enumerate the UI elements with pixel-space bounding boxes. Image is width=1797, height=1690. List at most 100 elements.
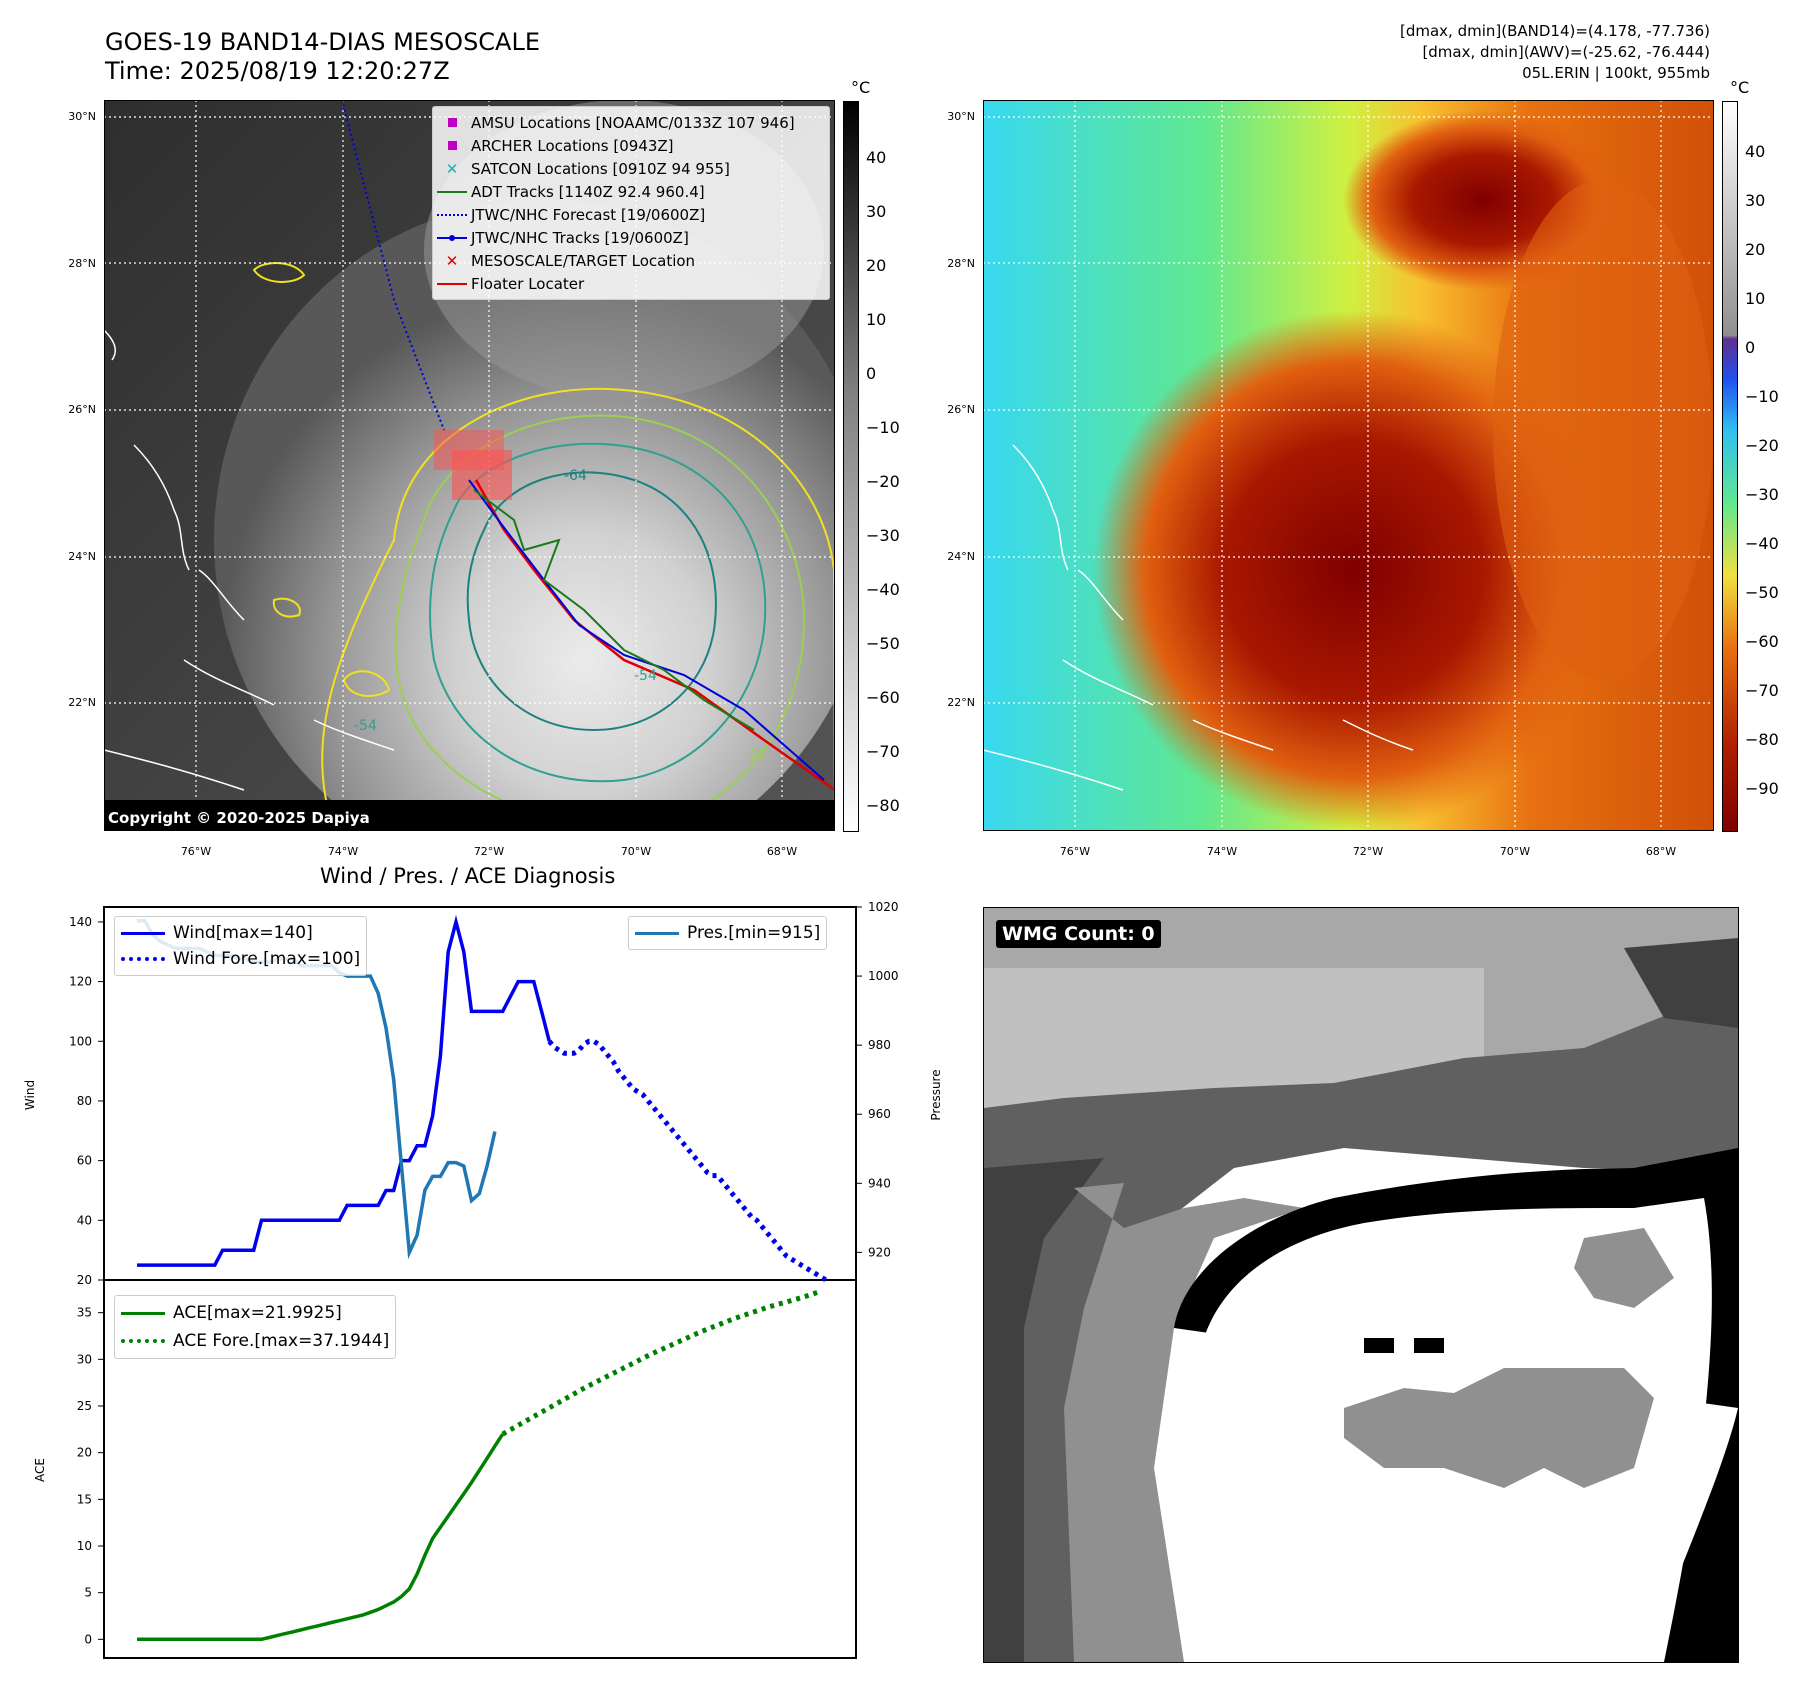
line-marker-icon bbox=[437, 190, 467, 193]
awv-map-panel[interactable] bbox=[982, 100, 1714, 831]
legend-label: ADT Tracks [1140Z 92.4 960.4] bbox=[471, 182, 705, 201]
lon-label: 76°W bbox=[1059, 845, 1091, 858]
lat-label: 26°N bbox=[947, 403, 975, 416]
ace-forecast-series-line bbox=[501, 1289, 819, 1437]
wind-axis-label: Wind bbox=[23, 1080, 37, 1110]
legend-amsu: AMSU Locations [NOAAMC/0133Z 107 946] bbox=[433, 111, 829, 134]
legend-label: Wind[max=140] bbox=[173, 923, 313, 943]
lat-label: 30°N bbox=[68, 110, 96, 123]
cb-tick: −50 bbox=[866, 634, 900, 653]
wind-tick-label: 100 bbox=[69, 1034, 92, 1048]
wmg-panel[interactable] bbox=[983, 907, 1739, 1663]
legend-forecast: JTWC/NHC Forecast [19/0600Z] bbox=[433, 203, 829, 226]
ace-series-line bbox=[137, 1433, 505, 1642]
square-marker-icon bbox=[447, 118, 457, 127]
cb-tick: 10 bbox=[1745, 289, 1766, 308]
ace-axes-frame bbox=[103, 1279, 857, 1659]
wind-tick-label: 20 bbox=[77, 1273, 92, 1287]
lat-label: 22°N bbox=[947, 696, 975, 709]
legend-label: ARCHER Locations [0943Z] bbox=[471, 136, 674, 155]
legend-floater: Floater Locater bbox=[433, 272, 829, 295]
lat-label: 26°N bbox=[68, 403, 96, 416]
wmg-count-badge: WMG Count: 0 bbox=[996, 920, 1161, 948]
cb-tick: −80 bbox=[1745, 730, 1779, 749]
copyright-label: Copyright © 2020-2025 Dapiya bbox=[104, 808, 374, 828]
lon-label: 72°W bbox=[1352, 845, 1384, 858]
svg-text:-64: -64 bbox=[564, 468, 587, 484]
pressure-tick-label: 960 bbox=[868, 1107, 891, 1121]
awv-map-image bbox=[982, 100, 1714, 831]
cb-tick: −20 bbox=[1745, 436, 1779, 455]
cb-tick: −70 bbox=[866, 742, 900, 761]
legend-ace: ACE[max=21.9925] bbox=[121, 1299, 389, 1327]
line-marker-icon bbox=[121, 931, 165, 935]
map-title: GOES-19 BAND14-DIAS MESOSCALE bbox=[105, 28, 541, 56]
svg-text:-31: -31 bbox=[744, 748, 767, 764]
svg-text:-54: -54 bbox=[354, 718, 377, 734]
pressure-axis-label: Pressure bbox=[929, 1069, 943, 1120]
band14-range: [dmax, dmin](BAND14)=(4.178, -77.736) bbox=[1399, 22, 1710, 40]
wind-tick-label: 40 bbox=[77, 1213, 92, 1227]
cb-tick: −80 bbox=[866, 796, 900, 815]
legend-label: ACE[max=21.9925] bbox=[173, 1303, 342, 1323]
diagnosis-title: Wind / Pres. / ACE Diagnosis bbox=[320, 864, 616, 888]
lon-label: 72°W bbox=[473, 845, 505, 858]
legend-archer: ARCHER Locations [0943Z] bbox=[433, 134, 829, 157]
line-marker-icon bbox=[635, 931, 679, 935]
line-marker-icon bbox=[437, 282, 467, 285]
lon-label: 74°W bbox=[1206, 845, 1238, 858]
ace-tick-label: 35 bbox=[77, 1306, 92, 1320]
lon-label: 68°W bbox=[766, 845, 798, 858]
legend-label: ACE Fore.[max=37.1944] bbox=[173, 1331, 390, 1351]
legend-adt: ADT Tracks [1140Z 92.4 960.4] bbox=[433, 180, 829, 203]
cb-tick: 0 bbox=[1745, 338, 1756, 357]
wind-tick-label: 120 bbox=[69, 975, 92, 989]
colorbar-unit: °C bbox=[1730, 78, 1750, 97]
cb-tick: −40 bbox=[866, 580, 900, 599]
awv-range: [dmax, dmin](AWV)=(-25.62, -76.444) bbox=[1422, 43, 1710, 61]
lon-label: 76°W bbox=[180, 845, 212, 858]
ace-tick-label: 30 bbox=[77, 1352, 92, 1366]
lat-label: 28°N bbox=[947, 257, 975, 270]
lat-label: 22°N bbox=[68, 696, 96, 709]
cb-tick: 30 bbox=[866, 202, 887, 221]
pressure-tick-label: 920 bbox=[868, 1245, 891, 1259]
ace-tick-label: 15 bbox=[77, 1492, 92, 1506]
wind-tick-label: 80 bbox=[77, 1094, 92, 1108]
lon-label: 70°W bbox=[620, 845, 652, 858]
legend-label: JTWC/NHC Tracks [19/0600Z] bbox=[471, 228, 689, 247]
dotted-line-icon bbox=[437, 213, 467, 216]
cb-tick: −60 bbox=[866, 688, 900, 707]
lon-label: 70°W bbox=[1499, 845, 1531, 858]
cb-tick: −10 bbox=[866, 418, 900, 437]
cb-tick: 30 bbox=[1745, 191, 1766, 210]
pressure-tick-label: 1000 bbox=[868, 969, 899, 983]
map-legend: AMSU Locations [NOAAMC/0133Z 107 946] AR… bbox=[432, 106, 830, 300]
ace-legend: ACE[max=21.9925] ACE Fore.[max=37.1944] bbox=[114, 1295, 397, 1359]
pressure-legend: Pres.[min=915] bbox=[628, 916, 828, 950]
pressure-tick-label: 980 bbox=[868, 1038, 891, 1052]
colorbar-left bbox=[843, 101, 859, 832]
cb-tick: 40 bbox=[1745, 142, 1766, 161]
cb-tick: 0 bbox=[866, 364, 877, 383]
wind-tick-label: 140 bbox=[69, 915, 92, 929]
lat-label: 30°N bbox=[947, 110, 975, 123]
storm-info: 05L.ERIN | 100kt, 955mb bbox=[1522, 64, 1710, 82]
cb-tick: −90 bbox=[1745, 779, 1779, 798]
legend-pressure: Pres.[min=915] bbox=[635, 920, 820, 946]
ace-tick-label: 20 bbox=[77, 1446, 92, 1460]
legend-mesoscale: ✕ MESOSCALE/TARGET Location bbox=[433, 249, 829, 272]
cb-tick: −30 bbox=[1745, 485, 1779, 504]
ace-tick-label: 0 bbox=[84, 1632, 92, 1646]
map-time: Time: 2025/08/19 12:20:27Z bbox=[105, 57, 450, 85]
legend-satcon: ✕ SATCON Locations [0910Z 94 955] bbox=[433, 157, 829, 180]
line-marker-icon bbox=[121, 1311, 165, 1315]
lon-label: 68°W bbox=[1645, 845, 1677, 858]
cb-tick: 20 bbox=[866, 256, 887, 275]
cb-tick: 10 bbox=[866, 310, 887, 329]
cb-tick: −20 bbox=[866, 472, 900, 491]
legend-wind: Wind[max=140] bbox=[121, 920, 360, 946]
ace-tick-label: 5 bbox=[84, 1586, 92, 1600]
cb-tick: 40 bbox=[866, 148, 887, 167]
pressure-tick-label: 940 bbox=[868, 1176, 891, 1190]
